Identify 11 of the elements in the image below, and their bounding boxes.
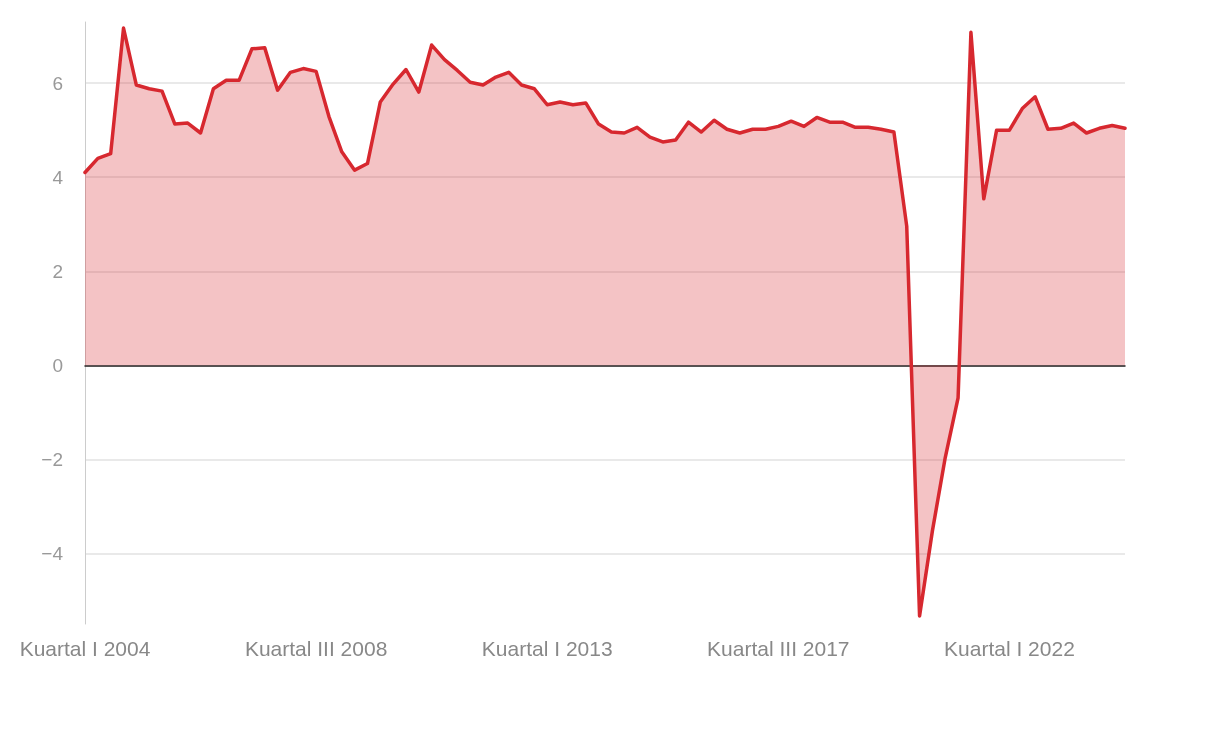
x-tick-label: Kuartal I 2004 — [19, 637, 151, 660]
x-tick-label: Kuartal III 2008 — [244, 637, 388, 660]
y-tick-label: 0 — [52, 354, 63, 376]
x-tick-label: Kuartal I 2013 — [481, 637, 613, 660]
y-tick-label: 6 — [52, 72, 63, 94]
y-tick-label: 4 — [52, 166, 64, 188]
y-tick-label: −4 — [41, 542, 64, 564]
y-tick-label: 2 — [52, 260, 63, 282]
y-tick-label: −2 — [41, 448, 63, 470]
x-tick-label: Kuartal I 2022 — [944, 637, 1075, 660]
x-tick-label: Kuartal III 2017 — [707, 637, 850, 660]
